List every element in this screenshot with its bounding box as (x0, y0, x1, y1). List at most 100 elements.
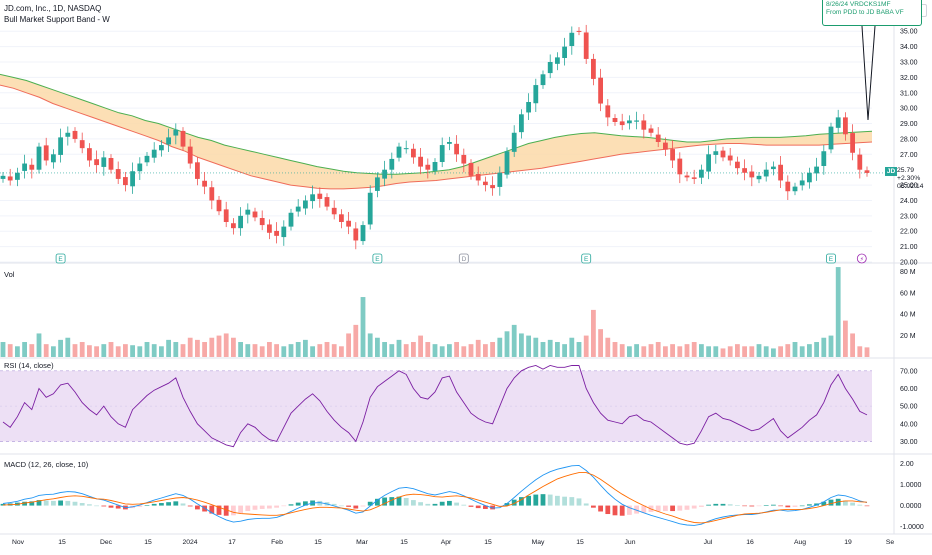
x-axis-tick: Apr (441, 539, 452, 546)
candle-body (511, 132, 517, 152)
earnings-marker-label: E (584, 256, 589, 263)
candle-body (727, 155, 733, 161)
candle-body (461, 154, 467, 164)
macd-histogram-bar (720, 503, 726, 506)
macd-histogram-bar (346, 505, 351, 507)
macd-histogram-bar (828, 499, 834, 506)
volume-bar (303, 339, 308, 357)
candle-body (547, 62, 553, 74)
macd-histogram-bar (259, 505, 265, 509)
candle-body (475, 174, 481, 181)
macd-histogram-bar (713, 503, 719, 506)
candle-body (742, 168, 747, 173)
volume-bar (612, 342, 618, 357)
volume-bar (843, 320, 848, 357)
macd-histogram-bar (619, 505, 625, 516)
x-axis-tick: 19 (844, 539, 852, 546)
macd-histogram-bar (511, 499, 517, 506)
volume-bar (648, 344, 654, 357)
macd-histogram-bar (454, 502, 459, 506)
macd-histogram-bar (540, 494, 546, 506)
candle-body (173, 129, 179, 136)
volume-bar (396, 339, 402, 357)
candle-body (771, 166, 776, 170)
macd-histogram-bar (821, 501, 827, 506)
volume-bar (641, 346, 647, 357)
macd-histogram-bar (252, 505, 258, 510)
volume-bar (317, 344, 323, 357)
candle-body (641, 120, 647, 130)
earnings-marker (581, 253, 592, 264)
candle-body (202, 180, 207, 187)
macd-histogram-bar (94, 505, 99, 507)
volume-bar (857, 346, 863, 357)
candle-body (418, 156, 423, 167)
macd-histogram-bar (389, 497, 395, 506)
candle-body (267, 224, 272, 233)
annotation-callout[interactable]: 8/26/24 VRDCKS1MF From PDD to JD BABA VF (822, 0, 922, 26)
price-axis-tick: 24.00 (900, 198, 918, 205)
candle-body (346, 220, 351, 227)
candle-body (209, 187, 215, 201)
macd-axis-tick: -1.0000 (900, 524, 924, 531)
macd-histogram-bar (173, 501, 179, 506)
candle-body (29, 164, 35, 170)
volume-bar (166, 339, 171, 357)
candle-body (735, 161, 740, 169)
price-axis-tick: 34.00 (900, 44, 918, 51)
macd-histogram-bar (151, 503, 157, 506)
candle-body (295, 206, 301, 212)
macd-histogram-bar (569, 497, 575, 506)
volume-axis-tick: 80 M (900, 269, 916, 276)
candle-body (360, 225, 366, 242)
x-axis-tick: 15 (484, 539, 492, 546)
macd-histogram-bar (756, 505, 762, 507)
macd-histogram-bar (706, 504, 711, 506)
macd-histogram-bar (612, 505, 618, 516)
volume-bar (454, 342, 459, 357)
macd-histogram-bar (749, 505, 755, 507)
macd-histogram-bar (295, 502, 301, 506)
earnings-marker (55, 253, 66, 264)
event-marker-icon: ⚡ (860, 256, 864, 263)
last-price: 25.79 (897, 167, 915, 174)
price-axis-tick: 23.00 (900, 213, 918, 220)
volume-bar (763, 346, 769, 357)
candle-body (555, 57, 560, 64)
volume-bar (807, 344, 812, 357)
volume-bar (490, 342, 495, 357)
macd-histogram-bar (339, 505, 344, 507)
macd-histogram-bar (547, 494, 553, 506)
candle-body (814, 166, 819, 174)
event-marker (856, 253, 867, 264)
candle-body (691, 177, 697, 179)
candle-body (850, 133, 855, 153)
price-axis-tick: 31.00 (900, 90, 918, 97)
macd-histogram-bar (209, 505, 215, 514)
candle-body (245, 209, 251, 215)
candle-body (634, 120, 639, 122)
macd-histogram-bar (411, 500, 416, 506)
volume-bar (583, 335, 589, 357)
volume-bar (15, 346, 20, 357)
volume-bar (389, 344, 395, 357)
x-axis-tick: 15 (58, 539, 66, 546)
candle-body (303, 200, 308, 209)
candle-body (375, 177, 380, 191)
candle-body (540, 74, 546, 86)
volume-bar (159, 346, 164, 357)
candle-body (843, 117, 848, 135)
price-axis-tick: 27.00 (900, 152, 918, 159)
volume-bar (51, 346, 56, 357)
price-change: +2.30% (897, 175, 921, 183)
volume-bar (187, 337, 193, 357)
macd-histogram-bar (353, 505, 359, 509)
candle-body (706, 154, 711, 172)
volume-bar (94, 346, 99, 357)
macd-histogram-bar (684, 505, 690, 510)
x-axis-tick: Se (886, 539, 895, 546)
macd-histogram-bar (850, 502, 855, 506)
macd-histogram-bar (51, 500, 56, 506)
